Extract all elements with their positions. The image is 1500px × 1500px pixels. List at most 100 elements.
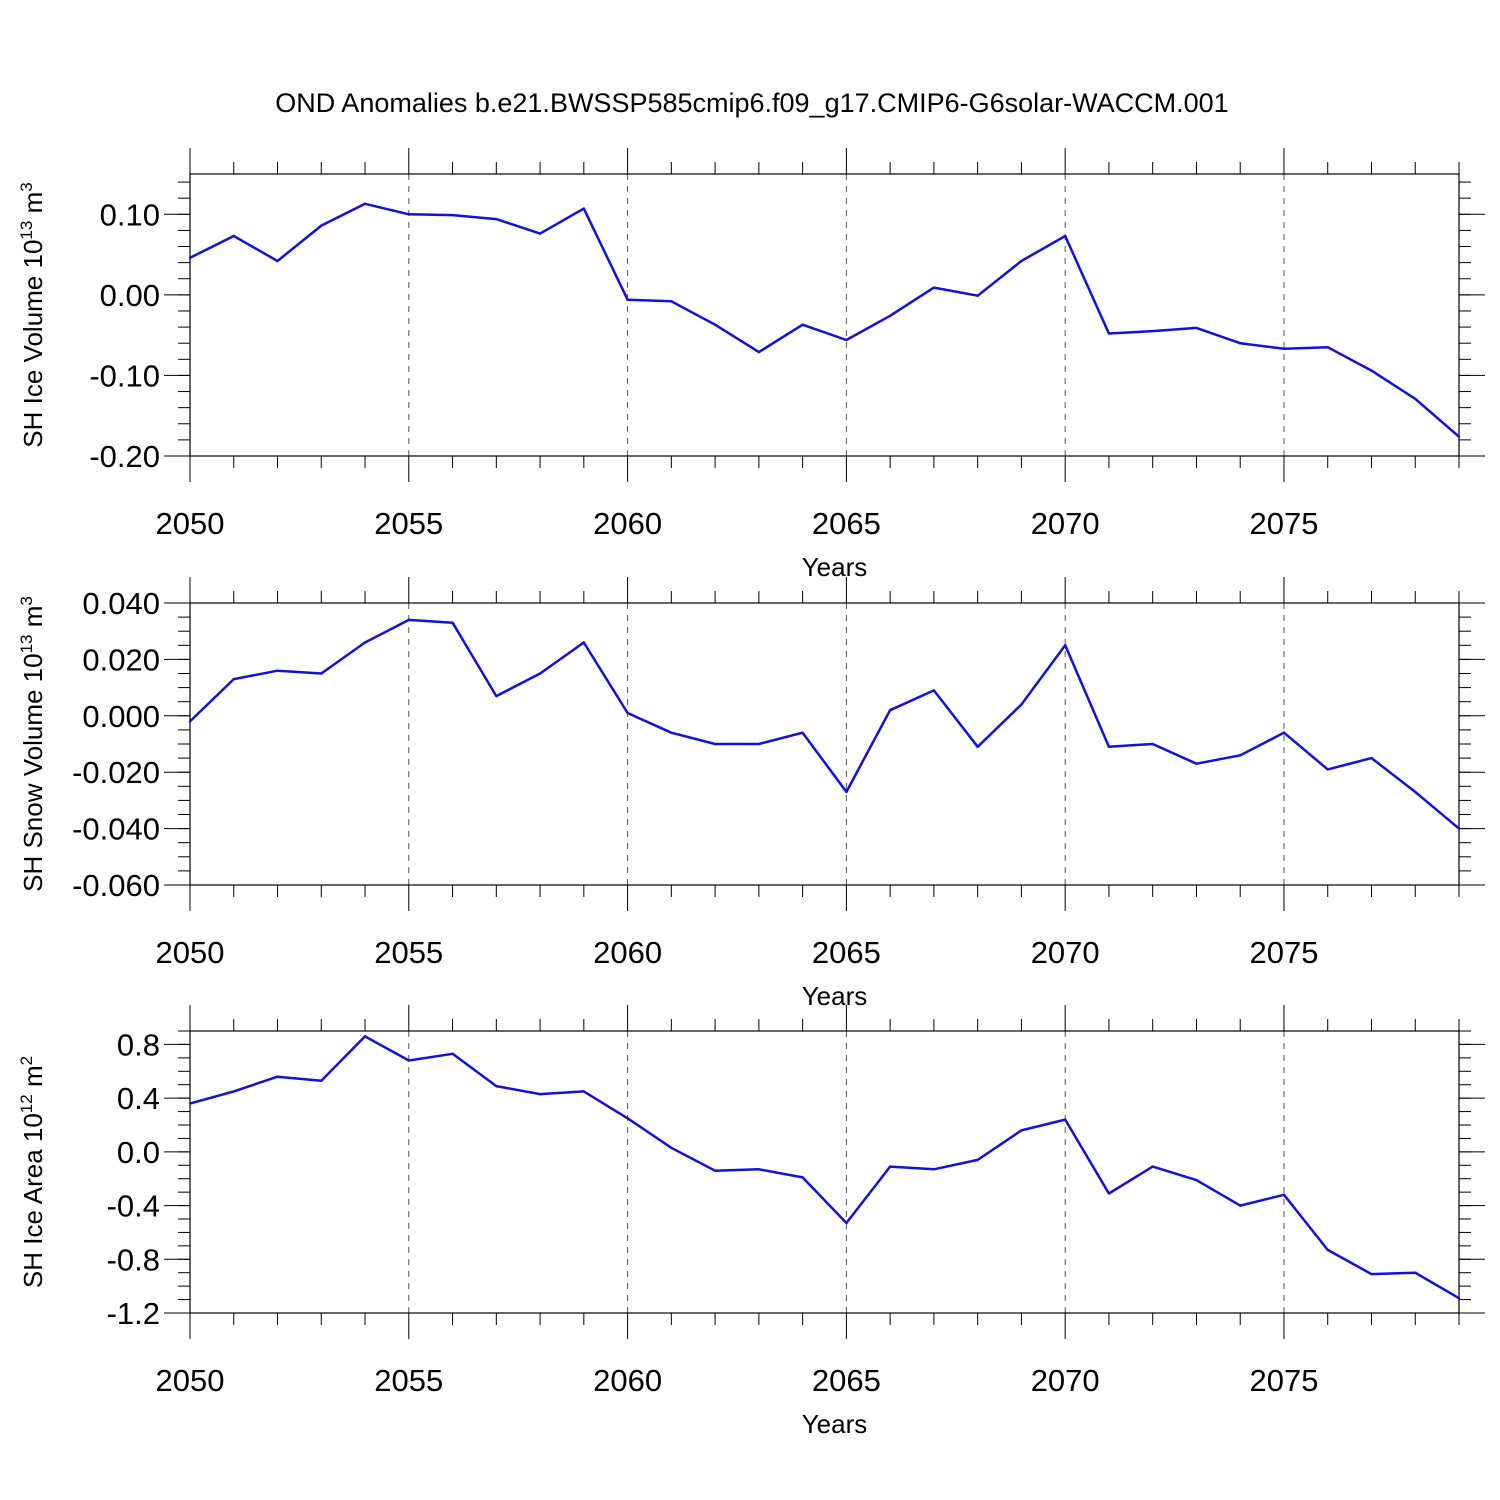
y-axis-title-main: SH Ice Area 10 — [18, 1113, 48, 1288]
data-point — [757, 350, 761, 354]
data-point — [845, 1221, 848, 1225]
data-point — [232, 1090, 235, 1093]
x-tick-label: 2050 — [156, 935, 225, 970]
y-tick-label: 0.8 — [117, 1027, 160, 1062]
y-tick-label: -0.8 — [107, 1242, 160, 1277]
data-point — [188, 720, 192, 723]
data-point — [582, 1090, 586, 1093]
data-point — [232, 677, 235, 681]
data-point — [670, 731, 673, 734]
data-point — [538, 232, 542, 235]
data-point — [976, 294, 979, 297]
data-point — [888, 1165, 892, 1168]
data-point — [407, 618, 410, 622]
data-point — [713, 323, 717, 326]
data-point — [320, 224, 323, 227]
data-point — [713, 742, 717, 746]
data-point — [363, 1035, 367, 1038]
panel-3: -1.2 -0.8 -0.4 0.0 0.4 0.8 2050 2055 2060 2065 207… — [17, 1005, 1485, 1439]
data-point — [451, 213, 454, 217]
y-axis-title-unit-exponent: 2 — [17, 1056, 36, 1065]
y-axis-title: SH Ice Area 1012 m2 — [17, 1056, 48, 1288]
data-point — [1107, 1192, 1111, 1195]
data-point — [232, 234, 235, 238]
y-tick-label: -0.040 — [72, 812, 160, 847]
data-point — [407, 1059, 410, 1062]
figure-title: OND Anomalies b.e21.BWSSP585cmip6.f09_g1… — [275, 88, 1228, 118]
data-point — [1063, 1118, 1067, 1121]
y-axis-title-exponent: 13 — [17, 221, 36, 240]
y-tick-label: 0.040 — [82, 586, 160, 621]
x-tick-label: 2050 — [156, 506, 225, 541]
data-point — [495, 217, 498, 221]
data-point — [1282, 347, 1286, 351]
data-point — [1151, 742, 1154, 746]
data-point — [757, 742, 761, 746]
data-point — [538, 1092, 542, 1096]
data-point — [495, 1084, 498, 1088]
x-tick-label: 2075 — [1249, 935, 1318, 970]
data-point — [1414, 397, 1417, 400]
x-tick-label: 2065 — [812, 935, 881, 970]
x-axis-title: Years — [802, 1409, 868, 1439]
data-point — [276, 259, 279, 263]
data-point — [1282, 1193, 1286, 1197]
x-axis-title: Years — [802, 981, 868, 1011]
plot-frame — [189, 602, 1460, 886]
data-point — [1326, 346, 1329, 349]
plot-frame — [189, 173, 1460, 457]
x-tick-label: 2070 — [1031, 935, 1100, 970]
data-point — [320, 1079, 323, 1082]
y-axis-title-unit: m — [18, 1065, 48, 1094]
x-tick-label: 2065 — [812, 1363, 881, 1398]
data-point — [1151, 1165, 1154, 1168]
data-point — [495, 694, 498, 698]
y-axis-title-main: SH Ice Volume 10 — [18, 240, 48, 448]
data-point — [976, 745, 979, 749]
data-point — [1063, 644, 1067, 647]
data-point — [1370, 1272, 1373, 1276]
y-tick-label: -0.020 — [72, 755, 160, 790]
series-line — [189, 202, 1460, 438]
y-tick-label: 0.000 — [82, 699, 160, 734]
x-tick-label: 2060 — [593, 506, 662, 541]
data-point — [801, 1176, 804, 1179]
data-point — [1195, 762, 1198, 765]
data-point — [1414, 1271, 1417, 1274]
data-point — [801, 731, 804, 734]
data-point — [626, 298, 629, 301]
data-point — [1239, 1204, 1242, 1207]
y-tick-label: 0.10 — [100, 197, 160, 232]
y-axis-title-unit-exponent: 3 — [17, 596, 36, 605]
data-point — [801, 323, 804, 326]
data-point — [932, 689, 936, 692]
y-axis-title-unit-exponent: 3 — [17, 182, 36, 191]
data-point — [670, 300, 673, 303]
data-point — [976, 1158, 979, 1162]
x-tick-label: 2065 — [812, 506, 881, 541]
data-point — [451, 1052, 454, 1056]
data-point — [932, 1168, 936, 1171]
y-axis-title-main: SH Snow Volume 10 — [18, 653, 48, 891]
series-line — [189, 618, 1460, 830]
data-point — [276, 669, 279, 672]
data-point — [1414, 790, 1417, 794]
series-line — [189, 1035, 1460, 1300]
data-point — [407, 213, 410, 216]
x-axis-title: Years — [802, 552, 868, 582]
y-tick-label: -0.4 — [107, 1189, 160, 1224]
x-tick-label: 2070 — [1031, 1363, 1100, 1398]
y-axis-title-unit: m — [18, 606, 48, 635]
data-point — [582, 641, 586, 644]
data-point — [1370, 369, 1373, 372]
data-point — [1370, 756, 1373, 760]
data-point — [188, 256, 192, 259]
data-point — [1151, 329, 1154, 333]
y-tick-label: -0.10 — [89, 358, 160, 393]
y-tick-label: 0.4 — [117, 1081, 160, 1116]
y-axis-title-unit: m — [18, 192, 48, 221]
data-point — [1457, 827, 1461, 830]
x-tick-label: 2060 — [593, 935, 662, 970]
